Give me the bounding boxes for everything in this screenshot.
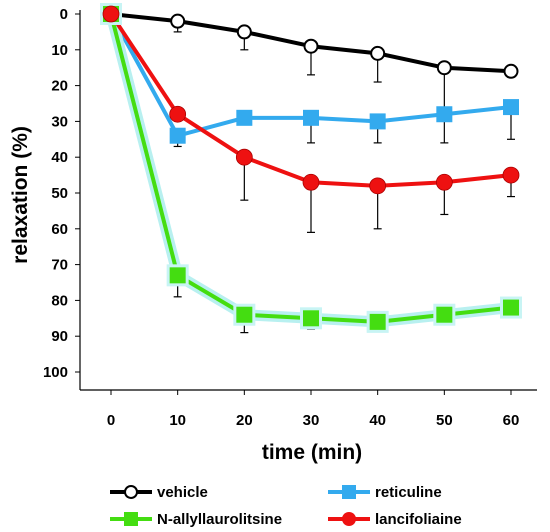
y-tick-label: 60 xyxy=(51,221,68,238)
data-point xyxy=(169,267,186,284)
x-tick-label: 30 xyxy=(303,412,320,429)
data-point xyxy=(169,105,187,123)
x-axis-title: time (min) xyxy=(262,441,362,464)
x-tick-label: 60 xyxy=(503,412,520,429)
data-point xyxy=(436,60,452,76)
legend-marker xyxy=(342,485,356,499)
x-tick-label: 20 xyxy=(236,412,253,429)
data-point xyxy=(169,127,186,144)
data-point xyxy=(369,113,386,130)
y-tick-label: 100 xyxy=(43,364,68,381)
legend-marker xyxy=(342,512,356,526)
data-point xyxy=(370,45,386,61)
y-tick-label: 90 xyxy=(51,328,68,345)
legend-label: lancifoliaine xyxy=(375,511,462,528)
y-tick-label: 0 xyxy=(60,6,68,23)
data-point xyxy=(503,299,519,316)
data-point xyxy=(303,38,319,54)
data-point xyxy=(369,177,387,195)
legend-marker xyxy=(124,485,138,499)
data-point xyxy=(369,313,386,330)
x-tick-label: 10 xyxy=(169,412,186,429)
data-point xyxy=(502,166,520,184)
data-point xyxy=(170,13,186,29)
legend-label: vehicle xyxy=(157,484,208,501)
data-point xyxy=(236,24,252,40)
y-tick-label: 40 xyxy=(51,149,68,166)
x-tick-label: 50 xyxy=(436,412,453,429)
tick-labels: 0 10 20 30 40 50 60 70 80 90 100 0 10 20 30 40 50 60 xyxy=(43,6,519,429)
legend-label: N-allyllaurolitsine xyxy=(157,511,282,528)
data-markers xyxy=(100,3,522,333)
y-tick-label: 70 xyxy=(51,257,68,274)
y-tick-label: 20 xyxy=(51,78,68,95)
y-axis-title: relaxation (%) xyxy=(9,126,32,264)
y-tick-label: 80 xyxy=(51,292,68,309)
x-tick-label: 40 xyxy=(369,412,386,429)
data-point xyxy=(503,99,519,116)
x-tick-label: 0 xyxy=(107,412,115,429)
legend-label: reticuline xyxy=(375,484,442,501)
data-point xyxy=(236,109,253,126)
data-point xyxy=(236,306,253,323)
data-point xyxy=(302,173,320,191)
data-point xyxy=(436,106,453,123)
y-tick-label: 50 xyxy=(51,185,68,202)
data-point xyxy=(503,63,519,79)
axes xyxy=(75,10,537,395)
data-point xyxy=(303,109,319,126)
data-point xyxy=(102,5,120,23)
y-tick-label: 30 xyxy=(51,113,68,130)
data-point xyxy=(435,173,453,191)
legend-marker xyxy=(124,512,138,526)
data-point xyxy=(436,306,453,323)
data-point xyxy=(235,148,253,166)
legend: vehicle reticuline N-allyllaurolitsine lanc… xyxy=(110,484,462,528)
data-point xyxy=(303,310,319,327)
y-tick-label: 10 xyxy=(51,42,68,59)
